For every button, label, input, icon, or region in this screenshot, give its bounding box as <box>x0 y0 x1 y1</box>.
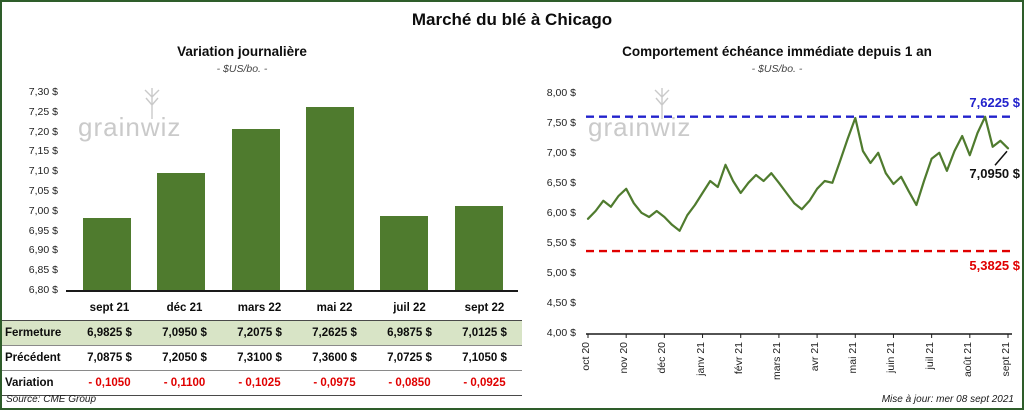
bar-chart-title: Variation journalière <box>177 44 307 59</box>
price-line <box>586 115 1010 232</box>
table-cell: - 0,1050 <box>88 377 131 389</box>
bar-column <box>70 92 144 290</box>
bar <box>380 215 429 290</box>
bar-column <box>219 92 293 290</box>
bar-ytick-label: 7,05 $ <box>28 185 58 197</box>
line-ytick-label: 5,00 $ <box>546 267 576 279</box>
x-tick-label: oct 20 <box>580 342 592 371</box>
max-price-label: 7,6225 $ <box>969 94 1020 110</box>
table-cell: 7,3100 $ <box>237 352 282 364</box>
bar-column <box>144 92 218 290</box>
line-y-axis: 8,00 $ 7,50 $ 7,00 $ 6,50 $ 6,00 $ 5,50 $ 5,00… <box>530 36 582 381</box>
min-price-label: 5,3825 $ <box>969 258 1020 274</box>
last-price-callout-line <box>994 150 1008 166</box>
row-label: Fermeture <box>5 327 62 339</box>
line-ytick-label: 6,00 $ <box>546 207 576 219</box>
bar-ytick-label: 6,90 $ <box>28 244 58 257</box>
table-cell: 7,0875 $ <box>87 352 132 364</box>
bar-ytick-label: 7,00 $ <box>28 204 58 217</box>
x-tick-label: déc 20 <box>656 342 669 374</box>
last-price-label: 7,0950 $ <box>969 166 1020 182</box>
x-tick-label: nov 20 <box>618 342 631 374</box>
bar-ytick-label: 6,80 $ <box>28 284 58 296</box>
bar-ytick-label: 6,95 $ <box>28 224 58 237</box>
table-cell: 7,0950 $ <box>162 327 207 339</box>
bar <box>454 205 503 290</box>
table-cell: 7,2625 $ <box>312 327 357 339</box>
bar-column <box>367 92 441 290</box>
table-cell: sept 21 <box>89 302 130 314</box>
line-ytick-label: 4,50 $ <box>546 297 576 309</box>
daily-variation-panel: Variation journalière - $US/bo. - grainw… <box>2 36 524 408</box>
x-tick-label: avr 21 <box>809 342 822 372</box>
line-ytick-label: 4,00 $ <box>546 327 576 339</box>
table-cell: - 0,1025 <box>238 377 281 389</box>
page-title: Marché du blé à Chicago <box>411 10 613 29</box>
quote-table: sept 21 déc 21 mars 22 mai 22 juil 22 sept 22… <box>2 296 522 396</box>
table-cell: mars 22 <box>237 302 282 314</box>
immediate-maturity-panel: Comportement échéance immédiate depuis 1… <box>530 36 1022 408</box>
bar-ytick-label: 7,25 $ <box>28 105 58 118</box>
table-cell: 6,9875 $ <box>387 327 432 339</box>
line-chart-subtitle: - $US/bo. - <box>751 63 803 75</box>
table-cell: 7,2050 $ <box>162 352 207 364</box>
bar-column <box>293 92 367 290</box>
bar-ytick-label: 7,30 $ <box>28 86 58 98</box>
bars <box>70 92 516 290</box>
table-cell: - 0,0925 <box>463 377 506 389</box>
row-label: Précédent <box>5 352 61 364</box>
update-note: Mise à jour: mer 08 sept 2021 <box>881 394 1014 405</box>
row-label: Variation <box>5 377 54 389</box>
table-cell: 6,9825 $ <box>87 327 132 339</box>
x-tick-label: févr 21 <box>732 342 745 375</box>
line-ytick-label: 5,50 $ <box>546 237 576 249</box>
bar-chart-subtitle: - $US/bo. - <box>216 63 268 75</box>
bar <box>83 217 132 290</box>
line-chart-plot <box>586 115 1012 338</box>
table-cell: 7,0125 $ <box>462 327 507 339</box>
table-row: sept 21 déc 21 mars 22 mai 22 juil 22 sept 22 <box>2 296 522 320</box>
line-chart-title: Comportement échéance immédiate depuis 1… <box>622 44 932 59</box>
x-tick-label: janv 21 <box>694 342 707 376</box>
line-ytick-label: 8,00 $ <box>546 87 576 99</box>
table-cell: - 0,0850 <box>388 377 431 389</box>
table-cell: 7,0725 $ <box>387 352 432 364</box>
line-ytick-label: 6,50 $ <box>546 177 576 189</box>
x-tick-label: août 21 <box>961 342 974 378</box>
bar <box>231 128 280 290</box>
table-cell: déc 21 <box>166 302 203 314</box>
bar-y-axis: 7,30 $ 7,25 $ 7,20 $ 7,15 $ 7,10 $ 7,05 $ 7,00… <box>2 36 64 346</box>
x-tick-label: juil 21 <box>923 342 936 370</box>
x-tick-label: juin 21 <box>885 342 898 373</box>
bar-ytick-label: 7,15 $ <box>28 145 58 158</box>
bar-ytick-label: 7,20 $ <box>28 125 58 138</box>
bar-x-axis-line <box>66 290 518 292</box>
bar-ytick-label: 6,85 $ <box>28 264 58 277</box>
table-cell: 7,1050 $ <box>462 352 507 364</box>
x-tick-label: mai 21 <box>847 342 860 374</box>
bar-column <box>442 92 516 290</box>
table-cell: 7,3600 $ <box>312 352 357 364</box>
table-cell: sept 22 <box>464 302 505 314</box>
bar <box>157 173 206 290</box>
table-row: Précédent 7,0875 $ 7,2050 $ 7,3100 $ 7,3600 … <box>2 346 522 371</box>
bar <box>306 106 355 290</box>
table-cell: juil 22 <box>393 302 426 314</box>
table-row: Fermeture 6,9825 $ 7,0950 $ 7,2075 $ 7,2625 … <box>2 320 522 346</box>
source-note: Source: CME Group <box>6 394 97 405</box>
x-tick-label: sept 21 <box>1000 342 1012 377</box>
bar-ytick-label: 7,10 $ <box>28 165 58 178</box>
line-ytick-label: 7,00 $ <box>546 147 576 159</box>
x-tick-label: mars 21 <box>770 342 783 380</box>
table-row: Variation - 0,1050 - 0,1100 - 0,1025 - 0,097… <box>2 371 522 396</box>
table-cell: - 0,0975 <box>313 377 356 389</box>
table-cell: 7,2075 $ <box>237 327 282 339</box>
table-cell: - 0,1100 <box>163 377 206 389</box>
table-cell: mai 22 <box>316 302 353 314</box>
line-ytick-label: 7,50 $ <box>546 117 576 129</box>
